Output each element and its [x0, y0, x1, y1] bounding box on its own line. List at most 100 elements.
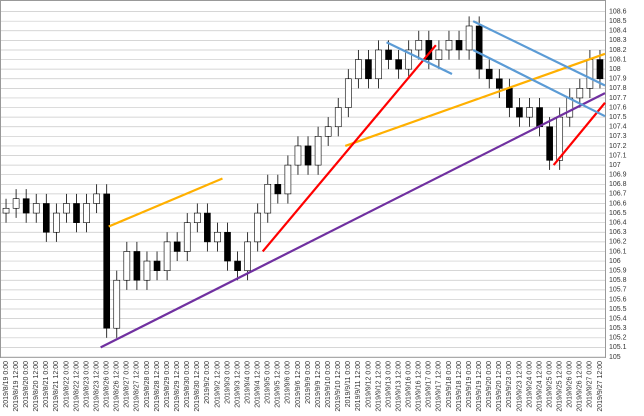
x-tick-label: 2019/8/26 0:00	[104, 361, 111, 408]
y-tick-label: 108.5	[609, 18, 627, 25]
y-tick-label: 105	[609, 354, 621, 361]
x-tick-label: 2019/8/23 12:00	[93, 361, 100, 412]
x-tick-label: 2019/9/5 0:00	[265, 361, 272, 404]
y-tick-label: 106	[609, 258, 621, 265]
trend-line	[472, 48, 606, 118]
y-tick-label: 105.2	[609, 335, 627, 342]
x-tick-label: 2019/9/20 0:00	[486, 361, 493, 408]
x-tick-label: 2019/8/21 12:00	[53, 361, 60, 412]
candle-body	[495, 78, 503, 89]
x-tick-label: 2019/9/12 0:00	[365, 361, 372, 408]
y-tick-label: 107.4	[609, 124, 627, 131]
x-tick-label: 2019/8/19 12:00	[13, 361, 20, 412]
y-tick-label: 106.8	[609, 181, 627, 188]
candle-body	[385, 49, 392, 60]
x-tick-label: 2019/9/10 0:00	[325, 361, 332, 408]
x-tick-label: 2019/9/5 12:00	[275, 361, 282, 408]
x-tick-label: 2019/8/23 0:00	[83, 361, 90, 408]
y-tick-label: 107.7	[609, 95, 627, 102]
y-tick-label: 108.1	[609, 56, 627, 63]
y-tick-label: 105.1	[609, 344, 627, 351]
x-tick-label: 2019/9/26 0:00	[567, 361, 574, 408]
candle-body	[254, 212, 262, 243]
x-tick-label: 2019/8/19 0:00	[3, 361, 10, 408]
x-tick-label: 2019/8/28 12:00	[154, 361, 161, 412]
x-tick-label: 2019/9/13 12:00	[395, 361, 402, 412]
x-tick-label: 2019/9/4 12:00	[255, 361, 262, 408]
candle-body	[264, 183, 272, 214]
x-tick-label: 2019/9/23 0:00	[506, 361, 513, 408]
candle-body	[304, 145, 312, 166]
candle-body	[586, 59, 594, 89]
y-tick-label: 107.1	[609, 152, 627, 159]
candle-body	[435, 49, 443, 60]
y-tick-label: 108.6	[609, 8, 627, 15]
x-tick-label: 2019/9/27 0:00	[587, 361, 594, 408]
x-tick-label: 2019/9/16 0:00	[406, 361, 413, 408]
x-tick-label: 2019/9/2 0:00	[204, 361, 211, 404]
candle-body	[93, 193, 100, 204]
y-tick-label: 105.8	[609, 277, 627, 284]
x-tick-label: 2019/9/20 12:00	[496, 361, 503, 412]
candle-body	[274, 183, 282, 195]
candle-body	[455, 40, 463, 51]
candle-body	[375, 49, 382, 80]
x-tick-label: 2019/8/22 0:00	[63, 361, 70, 408]
x-tick-label: 2019/9/9 12:00	[315, 361, 322, 408]
candle-body	[193, 212, 201, 223]
candle-body	[465, 25, 473, 51]
y-tick-label: 107.8	[609, 85, 627, 92]
candle-body	[516, 107, 523, 118]
candle-body	[415, 40, 423, 51]
trend-line	[472, 20, 606, 87]
candle-body	[324, 126, 332, 137]
trend-line	[100, 92, 606, 349]
y-tick-label: 107.6	[609, 104, 627, 111]
x-tick-label: 2019/9/11 12:00	[355, 361, 362, 411]
y-tick-label: 108.3	[609, 37, 627, 44]
candle-body	[546, 126, 553, 161]
x-tick-label: 2019/9/18 0:00	[446, 361, 453, 408]
candle-body	[334, 107, 342, 128]
candle-body	[234, 260, 241, 271]
x-tick-label: 2019/9/17 0:00	[426, 361, 433, 408]
y-tick-label: 105.6	[609, 296, 627, 303]
candle-body	[173, 241, 181, 252]
x-tick-label: 2019/8/20 0:00	[23, 361, 30, 408]
x-tick-label: 2019/8/29 12:00	[174, 361, 181, 412]
candle-body	[103, 193, 111, 329]
y-tick-label: 108.4	[609, 28, 627, 35]
candle-body	[133, 251, 141, 281]
candle-body	[485, 68, 493, 80]
x-tick-label: 2019/9/6 12:00	[295, 361, 302, 408]
candle-body	[214, 231, 221, 243]
x-tick-label: 2019/8/28 0:00	[144, 361, 151, 408]
x-tick-label: 2019/9/10 12:00	[335, 361, 342, 412]
x-tick-label: 2019/9/24 12:00	[536, 361, 543, 412]
x-tick-label: 2019/9/19 12:00	[476, 361, 483, 412]
x-tick-label: 2019/8/27 12:00	[134, 361, 141, 412]
candle-body	[576, 88, 584, 99]
candle-body	[63, 203, 70, 214]
y-tick-label: 106.2	[609, 239, 627, 246]
trend-line	[108, 177, 223, 228]
y-tick-label: 105.9	[609, 267, 627, 274]
candle-body	[355, 59, 362, 80]
y-tick-label: 107.3	[609, 133, 627, 140]
x-tick-label: 2019/9/16 12:00	[416, 361, 423, 412]
candle-body	[2, 207, 10, 214]
x-tick-label: 2019/9/26 12:00	[577, 361, 584, 412]
x-tick-label: 2019/9/23 12:00	[516, 361, 523, 412]
y-tick-label: 106.5	[609, 210, 627, 217]
candle-body	[344, 78, 352, 108]
x-tick-label: 2019/9/17 12:00	[436, 361, 443, 412]
y-tick-label: 105.4	[609, 315, 627, 322]
candle-body	[596, 59, 604, 80]
x-tick-label: 2019/8/27 0:00	[124, 361, 131, 408]
y-tick-label: 106.6	[609, 200, 627, 207]
y-tick-label: 105.7	[609, 287, 627, 294]
candle-body	[566, 97, 574, 118]
y-tick-label: 108.2	[609, 47, 627, 54]
x-tick-label: 2019/9/2 12:00	[214, 361, 221, 408]
